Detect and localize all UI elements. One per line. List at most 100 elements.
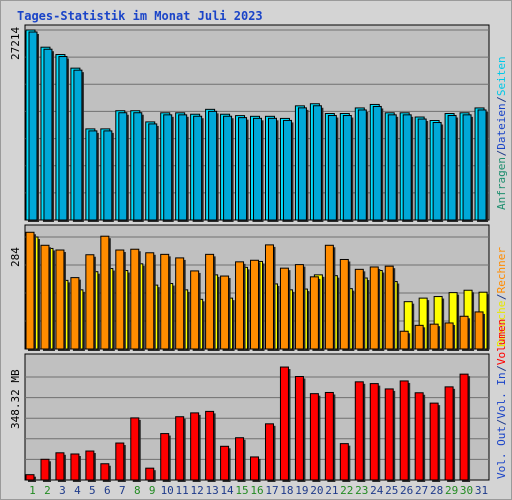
bar-volumen: [160, 433, 170, 481]
bar-dateien: [208, 110, 218, 221]
day-labels: 1 2 3 4 5 6 7 8 9 10 11 12 13 14 15 16 17 18 19 20 21 22 23 24 2…: [29, 484, 488, 497]
bar-rechner: [25, 231, 35, 350]
bar-dateien: [387, 114, 397, 221]
bar-volumen: [250, 456, 260, 481]
legend-entry: Vol. Out: [495, 426, 508, 479]
y-axis-max-label: 348.32 MB: [9, 369, 22, 429]
bar-volumen: [100, 463, 110, 481]
bar-rechner: [205, 253, 215, 350]
bar-rechner: [309, 276, 319, 350]
bar-dateien: [432, 122, 442, 221]
bar-rechner: [235, 261, 245, 350]
day-label: 1: [29, 484, 36, 497]
bar-rechner: [279, 267, 289, 350]
day-label: 30: [460, 484, 473, 497]
bar-rechner: [339, 258, 349, 350]
bar-rechner: [474, 311, 484, 350]
day-label: 18: [280, 484, 293, 497]
bar-volumen: [220, 445, 230, 481]
bar-volumen: [55, 452, 65, 481]
bar-rechner: [354, 268, 364, 350]
bar-volumen: [70, 453, 80, 481]
day-label: 4: [74, 484, 81, 497]
day-label: 22: [340, 484, 353, 497]
bar-volumen: [429, 402, 439, 481]
bar-volumen: [309, 393, 319, 481]
bar-rechner: [324, 244, 334, 350]
day-label: 16: [250, 484, 263, 497]
bar-volumen: [384, 388, 394, 481]
bar-volumen: [414, 392, 424, 481]
legend-entry: Rechner: [495, 247, 508, 294]
bar-dateien: [103, 130, 113, 221]
bar-rechner: [130, 248, 140, 350]
bar-volumen: [444, 386, 454, 481]
day-label: 29: [445, 484, 458, 497]
bar-volumen: [85, 450, 95, 481]
bar-dateien: [297, 107, 307, 221]
bar-dateien: [28, 31, 38, 221]
bar-volumen: [369, 383, 379, 481]
day-label: 25: [385, 484, 398, 497]
bar-rechner: [145, 252, 155, 350]
bar-volumen: [264, 423, 274, 481]
bar-dateien: [477, 109, 487, 221]
day-label: 24: [370, 484, 384, 497]
day-label: 17: [265, 484, 278, 497]
day-label: 15: [235, 484, 248, 497]
day-label: 7: [119, 484, 126, 497]
bar-dateien: [253, 117, 263, 221]
chart-axes: 27214 284 348.32 MB: [9, 27, 22, 429]
bar-rechner: [414, 324, 424, 350]
legend-entry: /: [495, 96, 508, 103]
bar-rechner: [40, 244, 50, 350]
bar-rechner: [264, 244, 274, 350]
day-label: 5: [89, 484, 96, 497]
day-label: 11: [176, 484, 189, 497]
bar-dateien: [148, 123, 158, 221]
bar-rechner: [429, 323, 439, 350]
bar-volumen: [175, 416, 185, 481]
bar-rechner: [55, 249, 65, 350]
day-label: 6: [104, 484, 111, 497]
bar-volumen: [130, 417, 140, 481]
bar-dateien: [462, 114, 472, 221]
bar-rechner: [160, 253, 170, 350]
bar-dateien: [118, 112, 128, 221]
bar-dateien: [312, 105, 322, 221]
day-label: 28: [430, 484, 443, 497]
bar-dateien: [282, 119, 292, 221]
legend-entry: Dateien: [495, 103, 508, 149]
bar-rechner: [384, 265, 394, 350]
day-label: 23: [355, 484, 368, 497]
day-label: 21: [325, 484, 338, 497]
bar-volumen: [294, 376, 304, 481]
bar-volumen: [190, 412, 200, 481]
bar-dateien: [43, 48, 53, 221]
bar-dateien: [88, 130, 98, 221]
bar-rechner: [294, 264, 304, 350]
bar-rechner: [459, 315, 469, 350]
bar-rechner: [369, 266, 379, 350]
bar-rechner: [70, 277, 80, 350]
bar-volumen: [25, 474, 35, 481]
bar-dateien: [267, 117, 277, 221]
bar-dateien: [327, 115, 337, 221]
bar-rechner: [115, 249, 125, 350]
bar-dateien: [193, 115, 203, 221]
legend-vertical: Anfragen/Dateien/SeitenBesuche/RechnerVo…: [495, 56, 508, 479]
day-label: 10: [161, 484, 174, 497]
legend-entry: Volumen: [495, 319, 508, 365]
bar-dateien: [58, 56, 68, 221]
y-axis-max-label: 284: [9, 247, 22, 267]
y-axis-max-label: 27214: [9, 27, 22, 60]
bar-rechner: [85, 254, 95, 350]
bar-dateien: [133, 112, 143, 221]
bar-volumen: [459, 373, 469, 481]
bar-volumen: [339, 443, 349, 481]
bar-rechner: [190, 270, 200, 350]
legend-entry: /: [495, 150, 508, 157]
day-label: 26: [400, 484, 413, 497]
bar-volumen: [145, 467, 155, 481]
